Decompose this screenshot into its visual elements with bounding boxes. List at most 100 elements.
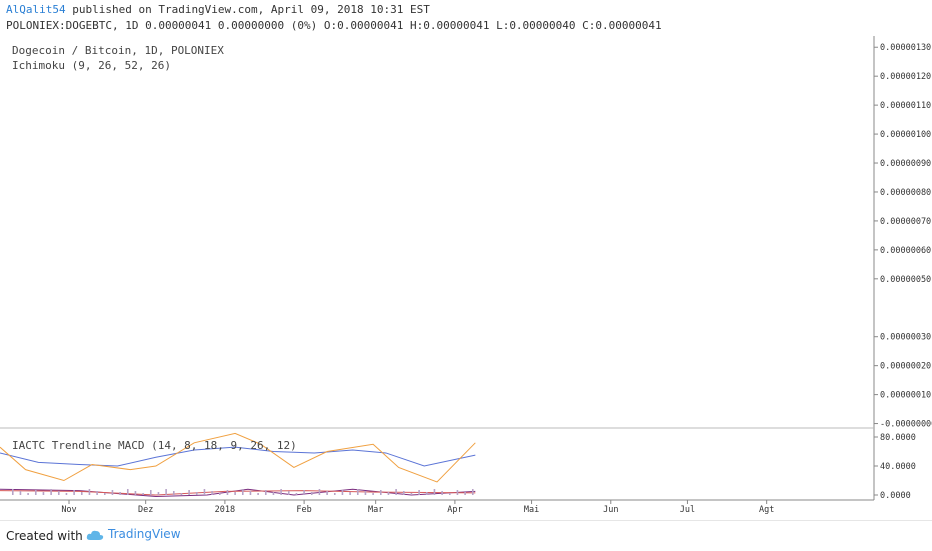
macd-hist-bar <box>402 491 405 495</box>
y-tick-label: 0.00000070 <box>880 217 931 227</box>
macd-hist-bar <box>203 489 206 495</box>
macd-hist-bar <box>50 489 52 495</box>
x-tick-label: Apr <box>447 505 462 515</box>
axes: 0.00000130 0.00000120 0.00000110 0.00000100… <box>0 36 932 515</box>
macd-hist-bar <box>471 489 474 495</box>
publish-text: published on TradingView.com, April 09, … <box>65 3 430 16</box>
publish-line: AlQalit54 published on TradingView.com, … <box>6 3 430 16</box>
y-tick-label: 0.00000100 <box>880 130 931 140</box>
macd-line-orange <box>0 432 476 483</box>
macd-hist-bar <box>379 490 382 495</box>
chart-header: AlQalit54 published on TradingView.com, … <box>0 0 932 36</box>
macd-hist-bar <box>272 492 275 495</box>
macd-hist-bar <box>456 490 459 495</box>
indicator-legend: Ichimoku (9, 26, 52, 26) <box>12 59 171 72</box>
macd-hist-bar <box>395 489 397 495</box>
x-tick-label: Nov <box>61 505 76 515</box>
macd-tick-label: 40.0000 <box>880 462 916 472</box>
brand-text: TradingView <box>108 527 181 541</box>
y-tick-label: 0.00000050 <box>880 275 931 285</box>
macd-hist-bar <box>287 491 290 495</box>
macd-hist-bar <box>19 491 22 495</box>
macd-hist-bar <box>103 493 106 495</box>
macd-hist-bar <box>387 492 390 495</box>
macd-hist-bar <box>433 489 436 495</box>
macd-hist-bar <box>172 491 175 495</box>
macd-hist-bar <box>448 493 451 495</box>
macd-legend: IACTC Trendline MACD (14, 8, 18, 9, 26, … <box>12 439 297 452</box>
macd-hist-bar <box>88 489 91 495</box>
author-link[interactable]: AlQalit54 <box>6 3 66 16</box>
y-tick-label: 0.00000020 <box>880 362 931 372</box>
macd-hist-bar <box>65 493 68 495</box>
x-tick-label: Mai <box>524 505 539 515</box>
y-tick-label: 0.00000110 <box>880 101 931 111</box>
macd-hist-bar <box>441 491 443 495</box>
y-tick-label: 0.00000120 <box>880 72 931 82</box>
macd-hist-bar <box>234 492 236 495</box>
symbol-legend: Dogecoin / Bitcoin, 1D, POLONIEX <box>12 44 224 57</box>
x-tick-label: Jun <box>603 505 618 515</box>
x-tick-label: Mar <box>368 505 383 515</box>
x-tick-label: Feb <box>296 505 311 515</box>
y-tick-label: -0.00000000 <box>880 420 932 430</box>
macd-hist-bar <box>318 489 321 495</box>
y-tick-label: 0.00000060 <box>880 246 931 256</box>
macd-hist-bar <box>96 491 98 495</box>
macd-hist-bar <box>280 489 282 495</box>
macd-hist-bar <box>218 493 221 495</box>
macd-hist-bar <box>257 493 259 495</box>
tradingview-cloud-icon <box>86 530 104 540</box>
macd-hist-bar <box>356 489 359 495</box>
macd-hist-bar <box>80 492 83 495</box>
macd-hist-bar <box>349 492 351 495</box>
macd-hist-bar <box>42 492 45 495</box>
macd-hist-bar <box>464 492 466 495</box>
macd-hist-bar <box>211 491 213 495</box>
x-tick-label: Jul <box>680 505 695 515</box>
macd-hist-bar <box>188 490 190 495</box>
macd-hist-bar <box>149 490 152 495</box>
macd-hist-bar <box>34 490 37 495</box>
macd-hist-bar <box>295 493 298 495</box>
macd-hist-bar <box>157 492 160 495</box>
macd-hist-bar <box>111 490 114 495</box>
macd-hist-bar <box>333 493 336 495</box>
macd-hist-bar <box>249 491 252 495</box>
macd-hist-bar <box>418 490 420 495</box>
macd-hist-bar <box>226 490 229 495</box>
macd-hist-bar <box>126 489 129 495</box>
macd-hist-bar <box>180 493 183 495</box>
macd-hist-bar <box>264 490 267 495</box>
macd-hist-bar <box>364 491 367 495</box>
ticker-line: POLONIEX:DOGEBTC, 1D 0.00000041 0.000000… <box>6 19 662 32</box>
y-tick-label: 0.00000080 <box>880 188 931 198</box>
macd-hist-bar <box>165 489 167 495</box>
created-with-text: Created with <box>6 529 83 543</box>
macd-hist-bar <box>372 493 374 495</box>
macd-hist-bar <box>27 493 29 495</box>
macd-hist-bar <box>11 489 14 495</box>
y-tick-label: 0.00000130 <box>880 43 931 53</box>
x-tick-label: 2018 <box>215 505 235 515</box>
y-tick-label: 0.00000030 <box>880 333 931 343</box>
macd-hist-bar <box>310 492 313 495</box>
y-tick-label: 0.00000010 <box>880 391 931 401</box>
y-tick-label: 0.00000090 <box>880 159 931 169</box>
price-chart[interactable]: 1(0.00000114)1.618(0.00000106)0.786(0.00… <box>0 36 932 520</box>
macd-hist-bar <box>119 492 121 495</box>
x-tick-label: Agt <box>759 505 774 515</box>
x-tick-label: Dez <box>138 505 153 515</box>
macd-line-red <box>0 490 476 496</box>
macd-hist-bar <box>410 493 413 495</box>
macd-hist-bar <box>142 493 144 495</box>
macd-hist-bar <box>195 492 198 495</box>
macd-tick-label: 0.0000 <box>880 491 911 501</box>
macd-tick-label: 80.0000 <box>880 433 916 443</box>
macd-hist-bar <box>57 491 60 495</box>
macd-pane: 80.0000 40.0000 0.0000 <box>0 432 916 501</box>
macd-hist-bar <box>134 491 137 495</box>
macd-hist-bar <box>425 492 428 495</box>
tradingview-brand[interactable]: TradingView <box>86 527 181 541</box>
macd-hist-bar <box>303 490 305 495</box>
